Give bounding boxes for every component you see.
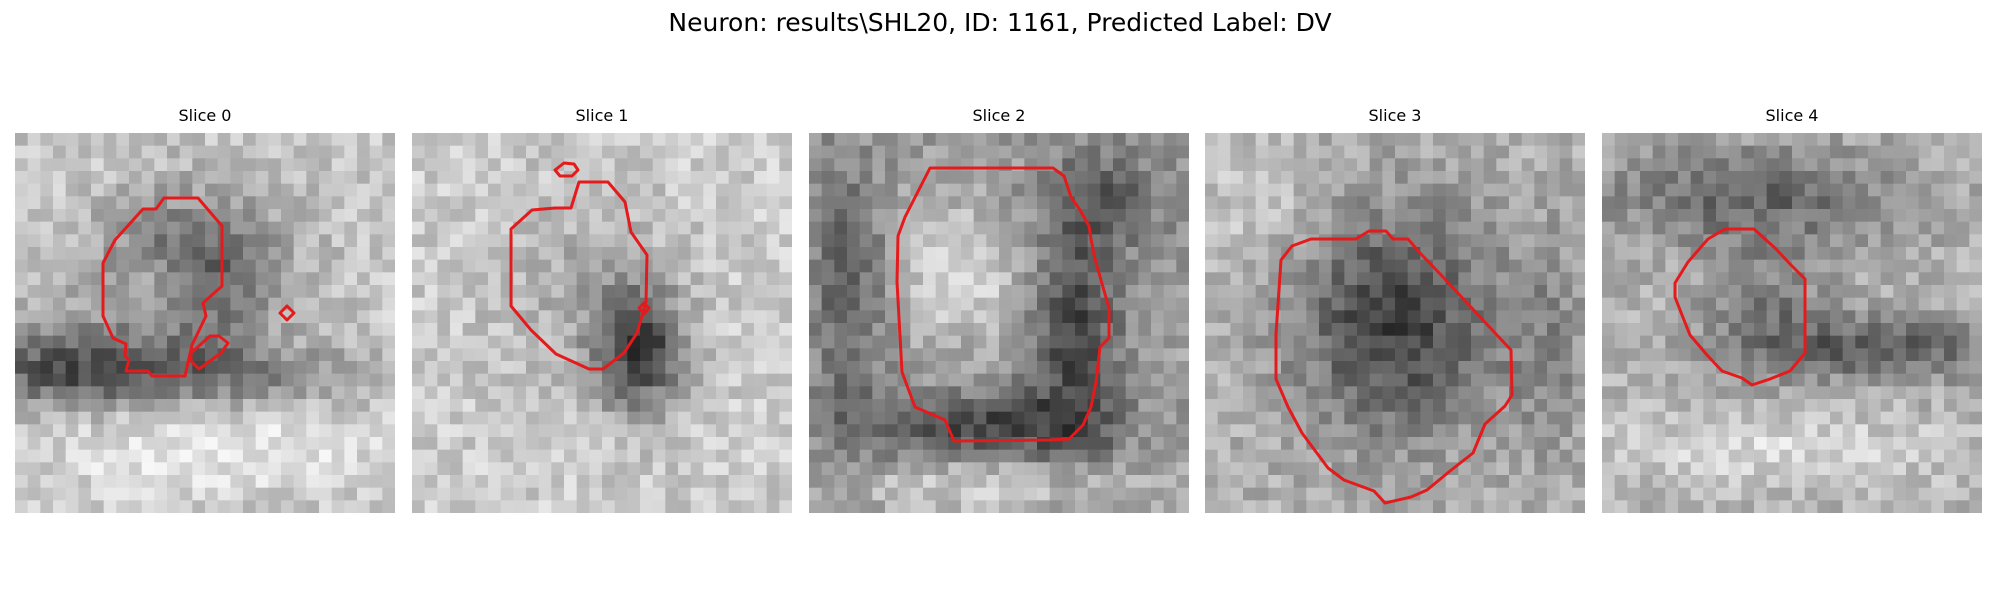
- roi-contour-1: [509, 161, 651, 371]
- slice-image-2: [809, 133, 1189, 513]
- roi-contour-2: [895, 166, 1111, 443]
- slice-pixels-3: [1205, 133, 1585, 513]
- slice-title-0: Slice 0: [178, 106, 232, 125]
- slice-title-1: Slice 1: [575, 106, 629, 125]
- slice-image-1: [412, 133, 792, 513]
- slice-pixels-2: [809, 133, 1189, 513]
- slice-title-4: Slice 4: [1765, 106, 1819, 125]
- slice-pixels-4: [1602, 133, 1982, 513]
- slice-image-0: [15, 133, 395, 513]
- roi-contour-3: [1274, 229, 1514, 505]
- roi-contour-0: [101, 196, 296, 378]
- slice-pixels-1: [412, 133, 792, 513]
- slice-title-3: Slice 3: [1368, 106, 1422, 125]
- slice-image-4: [1602, 133, 1982, 513]
- figure-title: Neuron: results\SHL20, ID: 1161, Predict…: [668, 8, 1332, 37]
- slice-pixels-0: [15, 133, 395, 513]
- slice-image-3: [1205, 133, 1585, 513]
- roi-contour-4: [1673, 227, 1807, 387]
- slice-title-2: Slice 2: [972, 106, 1026, 125]
